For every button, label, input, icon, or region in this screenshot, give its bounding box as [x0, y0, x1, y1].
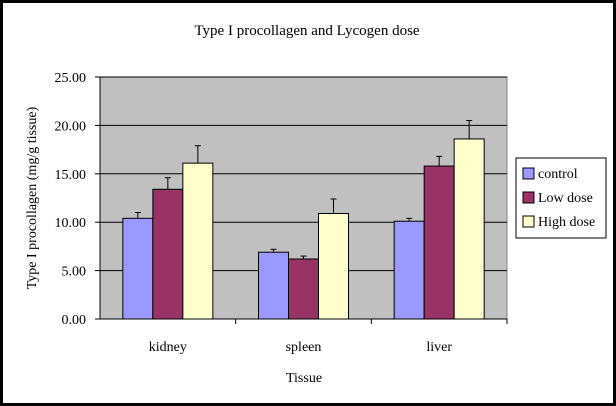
bar-high-dose: [318, 212, 349, 320]
x-axis-label: Tissue: [286, 371, 322, 386]
legend-swatch: [522, 191, 535, 204]
bar-high-dose: [182, 162, 214, 320]
bar-low-dose: [152, 188, 184, 320]
legend-swatch: [522, 215, 535, 228]
chart-title: Type I procollagen and Lycogen dose: [194, 23, 419, 39]
y-tick-label: 0.00: [62, 313, 87, 328]
bar-control: [122, 217, 154, 320]
legend-label: Low dose: [538, 191, 593, 206]
y-tick-label: 20.00: [55, 119, 87, 134]
y-tick-label: 10.00: [55, 216, 87, 231]
bar-high-dose: [453, 138, 485, 320]
x-tick-label: spleen: [286, 340, 322, 355]
legend: control Low dose High dose: [515, 157, 607, 239]
bar-control: [393, 220, 425, 320]
bar-control: [258, 251, 289, 320]
legend-label: High dose: [538, 215, 595, 230]
y-tick-label: 15.00: [55, 168, 87, 183]
y-tick-label: 5.00: [62, 265, 87, 280]
bar-low-dose: [423, 165, 455, 320]
bar-low-dose: [288, 258, 319, 320]
x-tick-label: kidney: [149, 340, 187, 355]
plot-area: 0.00 5.00 10.00 15.00 20.00 25.00 kidney spleen…: [55, 71, 508, 355]
legend-label: control: [538, 167, 578, 182]
legend-swatch: [522, 167, 535, 180]
y-axis-label: Type I procollagen (mg/g tissue): [25, 106, 40, 289]
y-tick-label: 25.00: [55, 71, 87, 86]
x-tick-label: liver: [426, 340, 452, 355]
